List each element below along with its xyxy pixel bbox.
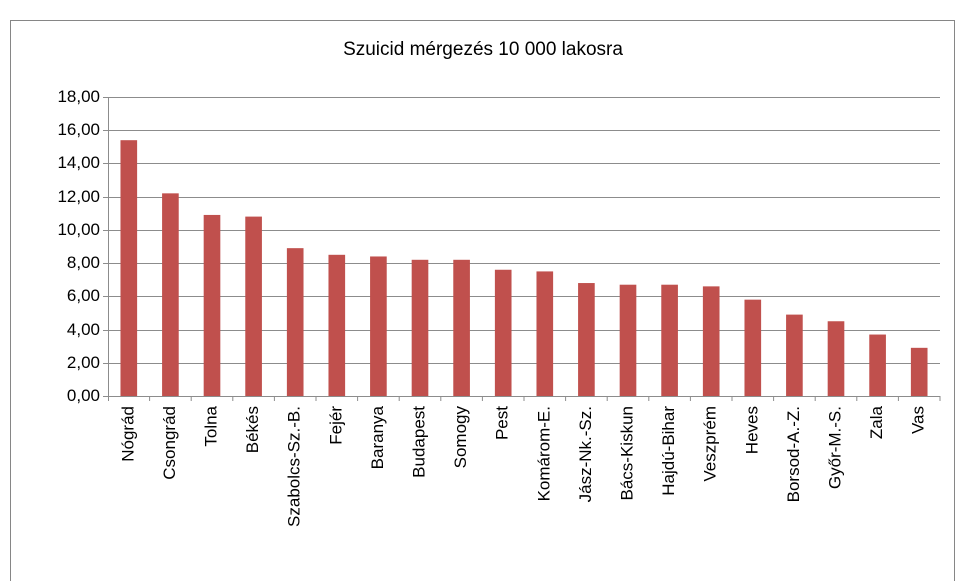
x-tick-label: Hajdú-Bihar [659,406,678,496]
bar [286,248,304,396]
bar [328,254,346,396]
x-tick-label: Somogy [451,406,470,469]
x-tick-label: Tolna [201,405,220,446]
y-tick-label: 2,00 [67,353,100,372]
bar [786,314,803,396]
x-tick-label: Nógrád [118,406,137,462]
x-tick-label: Bács-Kiskun [617,406,636,500]
x-tick-label: Heves [742,406,761,454]
x-tick-label: Pest [493,406,512,440]
bar [702,286,720,396]
y-tick-label: 12,00 [57,187,100,206]
chart-border [10,20,955,581]
bar [453,259,470,396]
x-tick-label: Zala [867,405,886,439]
bar [494,269,512,396]
bar [120,140,138,396]
bar [245,216,262,396]
y-tick-label: 0,00 [67,386,100,405]
bar [910,347,928,396]
bar [203,214,221,396]
bar [536,271,554,396]
x-tick-label: Csongrád [160,406,179,480]
bar [578,283,595,396]
y-tick-label: 10,00 [57,220,100,239]
bar [661,284,678,396]
y-tick-label: 14,00 [57,153,100,172]
x-tick-label: Veszprém [701,406,720,482]
bar [827,321,845,396]
x-tick-label: Győr-M.-S. [825,406,844,489]
x-tick-label: Komárom-E. [534,406,553,501]
bar [619,284,637,396]
y-tick-label: 6,00 [67,286,100,305]
y-tick-label: 18,00 [57,87,100,106]
bar [869,334,886,396]
chart-title: Szuicid mérgezés 10 000 lakosra [343,39,623,60]
y-tick-label: 16,00 [57,120,100,139]
y-tick-label: 4,00 [67,320,100,339]
bar [162,193,179,396]
x-tick-label: Fejér [326,406,345,445]
bar [744,299,762,396]
x-tick-label: Szabolcs-Sz.-B. [285,406,304,527]
bar [411,259,429,396]
x-tick-label: Budapest [409,406,428,478]
y-tick-label: 8,00 [67,253,100,272]
x-tick-label: Jász-Nk.-Sz. [576,406,595,502]
x-tick-label: Békés [243,406,262,453]
x-tick-label: Borsod-A.-Z. [784,406,803,502]
bar [370,256,387,396]
x-tick-label: Vas [909,406,928,434]
x-tick-label: Baranya [368,405,387,469]
